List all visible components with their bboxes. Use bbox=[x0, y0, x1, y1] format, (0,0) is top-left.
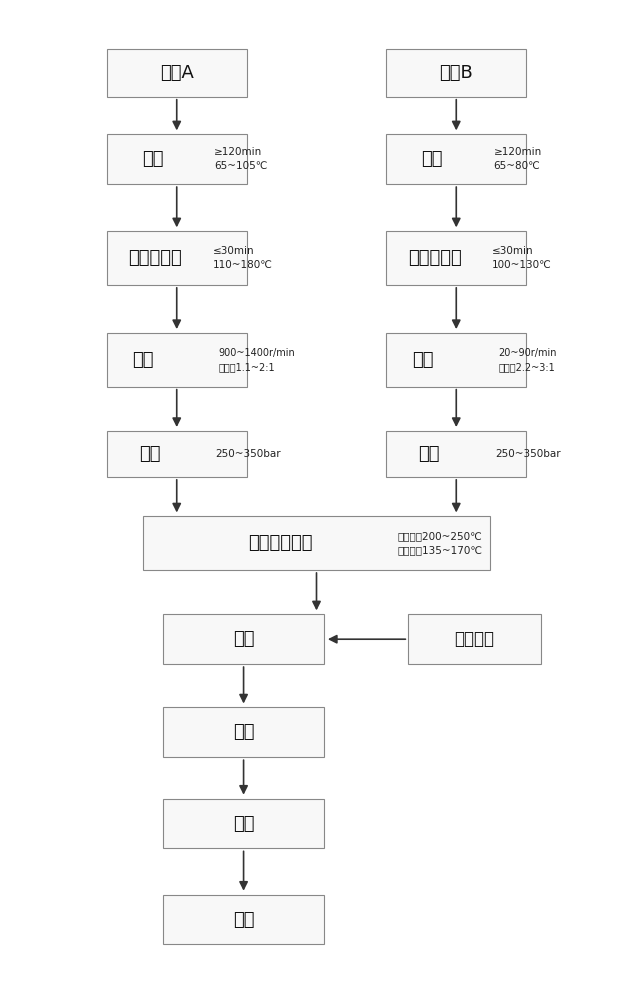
FancyBboxPatch shape bbox=[386, 231, 526, 285]
Text: 原料B: 原料B bbox=[439, 64, 473, 82]
Text: 吹塑: 吹塑 bbox=[233, 630, 254, 648]
FancyBboxPatch shape bbox=[107, 134, 247, 184]
FancyBboxPatch shape bbox=[107, 231, 247, 285]
Text: ≥120min
65~80℃: ≥120min 65~80℃ bbox=[494, 147, 542, 171]
FancyBboxPatch shape bbox=[386, 134, 526, 184]
FancyBboxPatch shape bbox=[163, 799, 324, 848]
FancyBboxPatch shape bbox=[386, 333, 526, 387]
Text: 原料A: 原料A bbox=[160, 64, 194, 82]
Text: ≤30min
110~180℃: ≤30min 110~180℃ bbox=[213, 246, 272, 270]
FancyBboxPatch shape bbox=[107, 49, 247, 97]
FancyBboxPatch shape bbox=[408, 614, 541, 664]
FancyBboxPatch shape bbox=[107, 333, 247, 387]
FancyBboxPatch shape bbox=[386, 49, 526, 97]
Text: 预热: 预热 bbox=[421, 150, 442, 168]
Text: 挤出: 挤出 bbox=[132, 351, 154, 369]
Text: 机颈: 机颈 bbox=[139, 445, 160, 463]
FancyBboxPatch shape bbox=[163, 707, 324, 757]
Text: 内层温度200~250℃
外层温度135~170℃: 内层温度200~250℃ 外层温度135~170℃ bbox=[397, 531, 482, 555]
Text: 机颈: 机颈 bbox=[418, 445, 440, 463]
Text: 成品: 成品 bbox=[233, 911, 254, 929]
Text: 900~1400r/min
压缩比1.1~2:1: 900~1400r/min 压缩比1.1~2:1 bbox=[218, 348, 296, 372]
Text: 250~350bar: 250~350bar bbox=[216, 449, 281, 459]
Text: 抽真空恒温: 抽真空恒温 bbox=[408, 249, 462, 267]
FancyBboxPatch shape bbox=[163, 614, 324, 664]
Text: ≥120min
65~105℃: ≥120min 65~105℃ bbox=[214, 147, 267, 171]
Text: 20~90r/min
压缩比2.2~3:1: 20~90r/min 压缩比2.2~3:1 bbox=[498, 348, 556, 372]
Text: 单向风冷: 单向风冷 bbox=[454, 630, 494, 648]
FancyBboxPatch shape bbox=[107, 431, 247, 477]
Text: 共挤吹塑模头: 共挤吹塑模头 bbox=[248, 534, 312, 552]
FancyBboxPatch shape bbox=[143, 516, 490, 570]
FancyBboxPatch shape bbox=[163, 895, 324, 944]
Text: 收卷: 收卷 bbox=[233, 723, 254, 741]
Text: 预热: 预热 bbox=[142, 150, 163, 168]
Text: 250~350bar: 250~350bar bbox=[495, 449, 561, 459]
Text: 挤出: 挤出 bbox=[412, 351, 434, 369]
Text: 裁切: 裁切 bbox=[233, 815, 254, 833]
Text: ≤30min
100~130℃: ≤30min 100~130℃ bbox=[492, 246, 552, 270]
FancyBboxPatch shape bbox=[386, 431, 526, 477]
Text: 抽真空恒温: 抽真空恒温 bbox=[128, 249, 182, 267]
